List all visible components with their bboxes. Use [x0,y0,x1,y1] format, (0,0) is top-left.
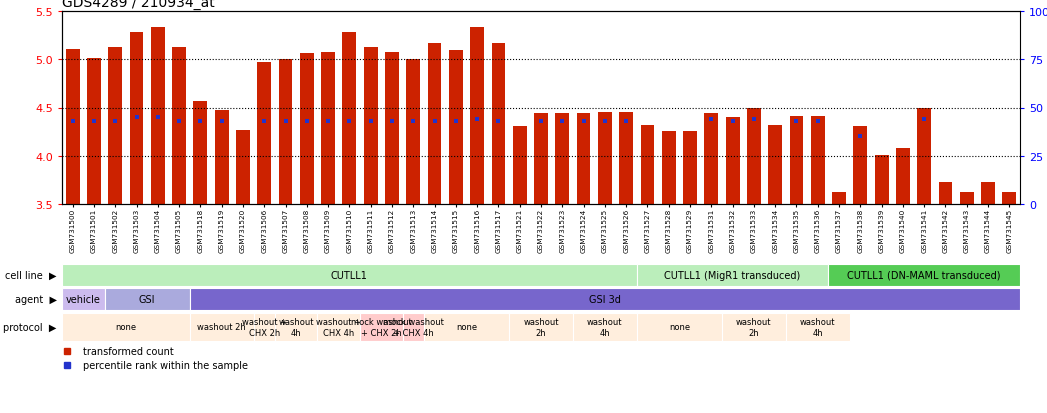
Text: mock washout
+ CHX 4h: mock washout + CHX 4h [383,318,444,337]
Bar [108,47,122,204]
Bar [513,126,527,204]
Bar [449,50,463,204]
Bar [637,265,828,286]
Text: GDS4289 / 210934_at: GDS4289 / 210934_at [62,0,215,10]
Bar [360,313,403,342]
Bar [810,117,825,204]
Bar [215,111,228,204]
Text: washout +
CHX 4h: washout + CHX 4h [316,318,361,337]
Bar [853,126,867,204]
Bar [509,313,573,342]
Text: cell line  ▶: cell line ▶ [5,271,57,280]
Text: CUTLL1: CUTLL1 [331,271,367,280]
Text: washout
2h: washout 2h [524,318,559,337]
Text: GSI 3d: GSI 3d [588,294,621,304]
Bar [789,117,803,204]
Bar [577,114,591,204]
Bar [66,50,80,204]
Bar [768,126,782,204]
Text: washout +
CHX 2h: washout + CHX 2h [242,318,287,337]
Text: none: none [115,323,136,332]
Bar [874,155,889,204]
Bar [130,33,143,204]
Bar [491,44,506,204]
Text: transformed count: transformed count [83,346,174,356]
Bar [683,131,697,204]
Bar [236,131,250,204]
Bar [534,114,548,204]
Text: mock washout
+ CHX 2h: mock washout + CHX 2h [351,318,411,337]
Text: washout
4h: washout 4h [800,318,836,337]
Bar [406,60,420,204]
Bar [722,313,786,342]
Bar [87,59,101,204]
Text: washout 2h: washout 2h [197,323,246,332]
Bar [253,313,275,342]
Bar [938,183,953,204]
Bar [1002,193,1017,204]
Bar [275,313,317,342]
Bar [172,47,186,204]
Text: washout
2h: washout 2h [736,318,772,337]
Bar [981,183,995,204]
Bar [151,28,164,204]
Bar [299,55,314,204]
Bar [258,63,271,204]
Bar [662,131,675,204]
Text: none: none [455,323,477,332]
Bar [424,313,509,342]
Bar [427,44,442,204]
Bar [342,33,356,204]
Text: CUTLL1 (DN-MAML transduced): CUTLL1 (DN-MAML transduced) [847,271,1001,280]
Bar [917,108,931,204]
Bar [403,313,424,342]
Bar [960,193,974,204]
Bar [385,52,399,204]
Bar [279,60,292,204]
Bar [555,114,570,204]
Text: vehicle: vehicle [66,294,101,304]
Text: CUTLL1 (MigR1 transduced): CUTLL1 (MigR1 transduced) [665,271,801,280]
Bar [470,28,484,204]
Bar [896,149,910,204]
Text: washout
4h: washout 4h [279,318,314,337]
Text: none: none [669,323,690,332]
Bar [62,313,190,342]
Bar [828,265,1020,286]
Bar [641,126,654,204]
Text: protocol  ▶: protocol ▶ [3,322,57,332]
Bar [321,53,335,204]
Bar [363,47,378,204]
Text: GSI: GSI [139,294,155,304]
Bar [786,313,850,342]
Bar [832,193,846,204]
Bar [705,114,718,204]
Bar [747,108,761,204]
Bar [637,313,722,342]
Bar [194,102,207,204]
Bar [573,313,637,342]
Bar [190,289,1020,310]
Bar [726,118,739,204]
Bar [62,289,105,310]
Bar [598,113,611,204]
Text: washout
4h: washout 4h [587,318,623,337]
Bar [190,313,253,342]
Bar [62,265,637,286]
Bar [105,289,190,310]
Bar [317,313,360,342]
Text: agent  ▶: agent ▶ [15,294,57,304]
Text: percentile rank within the sample: percentile rank within the sample [83,360,248,370]
Bar [619,113,633,204]
